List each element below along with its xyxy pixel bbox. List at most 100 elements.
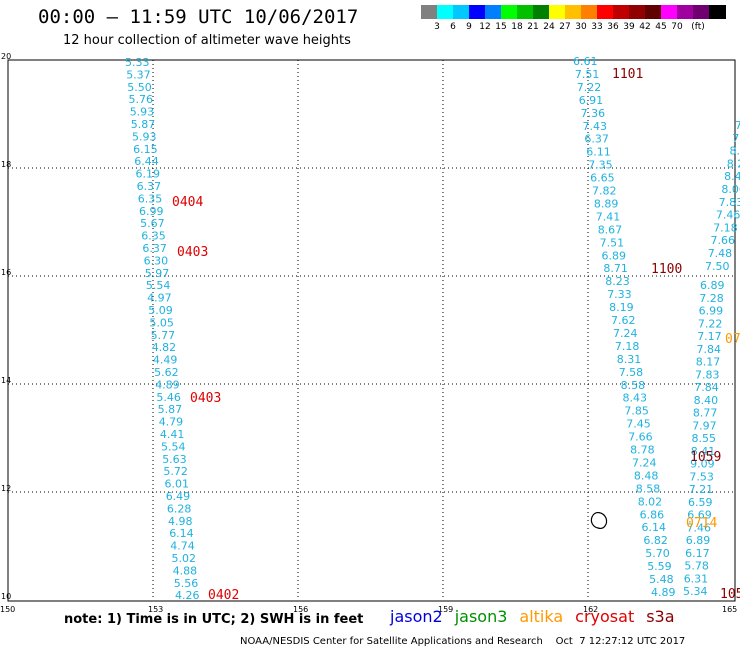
x-tick-label: 150 xyxy=(0,605,15,614)
wave-height-value: 5.93 xyxy=(130,106,155,119)
wave-height-value: 8.55 xyxy=(692,432,717,445)
wave-height-value: 5.70 xyxy=(645,547,670,560)
x-tick-label: 165 xyxy=(722,605,737,614)
scale-swatch xyxy=(709,5,726,19)
units-note: note: 1) Time is in UTC; 2) SWH is in fe… xyxy=(64,612,364,627)
wave-height-value: 7.18 xyxy=(713,221,738,234)
pass-labels: 0404 0403 0403 0402 1101 1100 1059 0714 07 105 xyxy=(172,67,740,603)
scale-swatch xyxy=(645,5,662,19)
y-tick-label: 10 xyxy=(1,592,11,601)
scale-label: 39 xyxy=(623,22,635,32)
scale-label: 18 xyxy=(511,22,523,32)
scale-label: 27 xyxy=(559,22,571,32)
wave-height-value: 6.01 xyxy=(165,478,190,491)
wave-height-value: 7.18 xyxy=(615,340,640,353)
wave-height-value: 8.89 xyxy=(594,197,619,210)
wave-height-value: 6.30 xyxy=(144,254,169,267)
pass-time-label: 07 xyxy=(725,332,740,347)
legend-jason2: jason2 xyxy=(390,607,443,626)
y-tick-label: 14 xyxy=(1,376,11,385)
y-tick-label: 12 xyxy=(1,484,11,493)
wave-height-value: 8.41 xyxy=(691,445,716,458)
wave-height-value: 5.33 xyxy=(125,56,150,69)
wave-height-value: 5.77 xyxy=(151,329,176,342)
scale-swatch xyxy=(485,5,502,19)
pass-time-label: 1100 xyxy=(651,262,682,277)
wave-height-value: 8.17 xyxy=(696,356,721,369)
wave-height-value: 7.24 xyxy=(632,456,657,469)
wave-height-value: 6.89 xyxy=(686,534,711,547)
wave-height-value: 7.84 xyxy=(694,381,719,394)
pass-time-label: 0403 xyxy=(190,391,221,406)
wave-height-value: 5.48 xyxy=(649,573,674,586)
wave-height-value: 7.46 xyxy=(716,209,740,222)
wave-height-value: 8.71 xyxy=(603,262,628,275)
wave-height-value: 7.51 xyxy=(575,68,600,81)
wave-height-value: 6.15 xyxy=(133,143,158,156)
scale-label: 45 xyxy=(655,22,667,32)
y-tick-label: 20 xyxy=(1,52,11,61)
wave-height-value: 7.22 xyxy=(698,317,723,330)
wave-height-value: 6.35 xyxy=(141,230,166,243)
pass-time-label: 105 xyxy=(720,587,740,602)
wave-height-value: 6.65 xyxy=(590,172,615,185)
scale-swatch xyxy=(469,5,486,19)
wave-height-value: 7.58 xyxy=(619,366,644,379)
wave-height-value: 8.19 xyxy=(609,301,634,314)
wave-height-value: 5.97 xyxy=(145,267,170,280)
legend-s3a: s3a xyxy=(646,607,675,626)
wave-height-value: 6.11 xyxy=(586,146,611,159)
wave-height-value: 7.24 xyxy=(613,327,638,340)
x-tick-label: 156 xyxy=(293,605,308,614)
wave-height-value: 6.89 xyxy=(602,249,627,262)
wave-height-value: 5.46 xyxy=(156,391,181,404)
legend-jason3: jason3 xyxy=(454,607,508,626)
scale-swatch xyxy=(629,5,646,19)
wave-height-value: 7.43 xyxy=(583,120,608,133)
wave-height-value: 8.4 xyxy=(724,170,740,183)
wave-height-value: 7.51 xyxy=(600,236,625,249)
scale-label: 36 xyxy=(607,22,619,32)
wave-height-value: 8.2 xyxy=(727,157,740,170)
wave-height-value: 7.66 xyxy=(711,234,736,247)
scale-label: 3 xyxy=(434,22,440,32)
wave-height-value: 8.58 xyxy=(636,482,661,495)
wave-height-value: 9.09 xyxy=(690,458,715,471)
wave-height-value: 5.76 xyxy=(129,93,154,106)
wave-height-value: 6.49 xyxy=(166,490,191,503)
axis-ticks: 150 153 156 159 162 165 20 18 16 14 12 10 xyxy=(0,52,737,614)
scale-label: 33 xyxy=(591,22,603,32)
wave-height-value: 5.54 xyxy=(146,279,171,292)
wave-height-value: 7.45 xyxy=(626,418,651,431)
wave-height-value: 7.22 xyxy=(577,81,602,94)
wave-height-value: 8.40 xyxy=(694,394,719,407)
wave-height-value: 8. xyxy=(730,145,740,158)
wave-height-value: 6.35 xyxy=(138,192,163,205)
wave-height-value: 7.28 xyxy=(699,292,724,305)
wave-height-value: 4.74 xyxy=(170,540,195,553)
wave-height-value: 8.02 xyxy=(638,495,663,508)
scale-swatch xyxy=(437,5,454,19)
map-title: 00:00 – 11:59 UTC 10/06/2017 xyxy=(38,6,359,28)
wave-height-value: 7.17 xyxy=(697,330,722,343)
wave-height-value: 5.62 xyxy=(154,366,179,379)
scale-label: 24 xyxy=(543,22,555,32)
scale-swatch xyxy=(421,5,438,19)
wave-height-value: 7.85 xyxy=(624,405,649,418)
scale-label: 70 xyxy=(671,22,683,32)
scale-swatch xyxy=(549,5,566,19)
wave-height-value: 6.14 xyxy=(642,521,667,534)
wave-height-value: 4.49 xyxy=(153,354,178,367)
scale-swatch xyxy=(581,5,598,19)
wave-height-value: 6.89 xyxy=(700,279,725,292)
scale-label: 15 xyxy=(495,22,507,32)
wave-height-value: 7.41 xyxy=(596,210,621,223)
scale-label: 9 xyxy=(466,22,472,32)
wave-height-value: 8.78 xyxy=(630,444,655,457)
wave-height-value: 6.99 xyxy=(139,205,164,218)
y-tick-label: 18 xyxy=(1,160,11,169)
wave-height-value: 7. xyxy=(732,132,740,145)
scale-swatch xyxy=(533,5,550,19)
wave-height-value: 7.82 xyxy=(592,185,617,198)
